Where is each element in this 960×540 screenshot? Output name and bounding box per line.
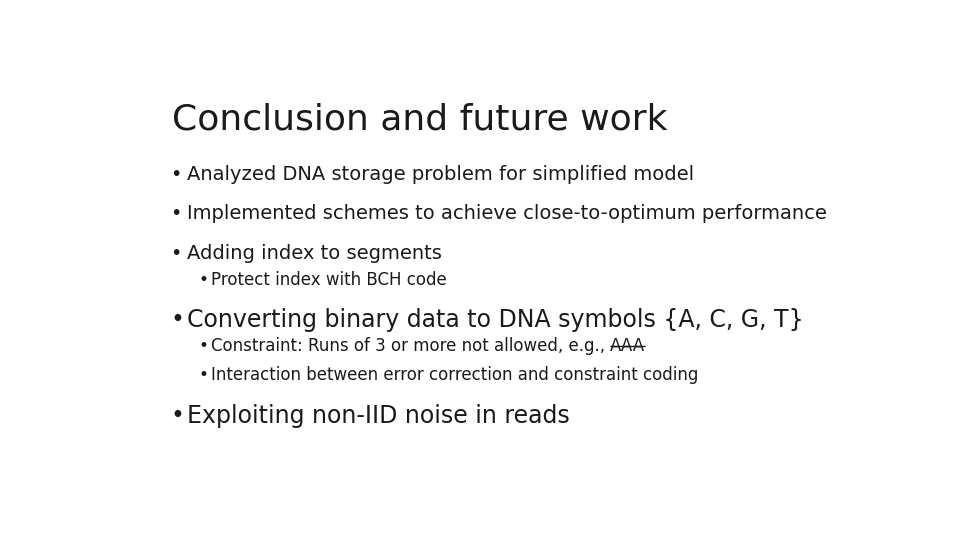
Text: Protect index with BCH code: Protect index with BCH code	[211, 271, 446, 288]
Text: •: •	[198, 366, 208, 384]
Text: •: •	[198, 271, 208, 288]
Text: •: •	[171, 308, 184, 332]
Text: •: •	[171, 244, 182, 262]
Text: Adding index to segments: Adding index to segments	[187, 244, 442, 262]
Text: Implemented schemes to achieve close-to-optimum performance: Implemented schemes to achieve close-to-…	[187, 204, 827, 223]
Text: •: •	[171, 165, 182, 184]
Text: Interaction between error correction and constraint coding: Interaction between error correction and…	[211, 366, 698, 384]
Text: •: •	[171, 404, 184, 428]
Text: Exploiting non-IID noise in reads: Exploiting non-IID noise in reads	[187, 404, 569, 428]
Text: Analyzed DNA storage problem for simplified model: Analyzed DNA storage problem for simplif…	[187, 165, 694, 184]
Text: Conclusion and future work: Conclusion and future work	[172, 102, 667, 136]
Text: AAA: AAA	[611, 337, 645, 355]
Text: Converting binary data to DNA symbols {A, C, G, T}: Converting binary data to DNA symbols {A…	[187, 308, 804, 332]
Text: •: •	[198, 337, 208, 355]
Text: •: •	[171, 204, 182, 223]
Text: Constraint: Runs of 3 or more not allowed, e.g.,: Constraint: Runs of 3 or more not allowe…	[211, 337, 611, 355]
